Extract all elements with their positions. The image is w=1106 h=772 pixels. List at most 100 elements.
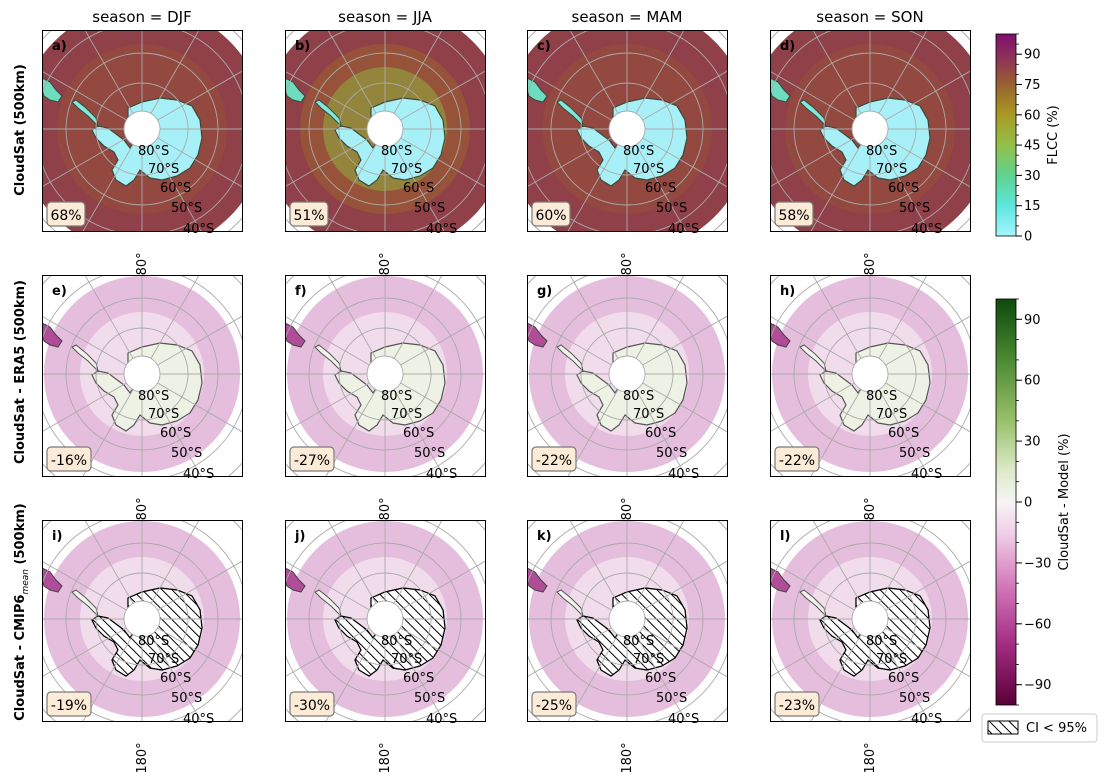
latitude-label: 80°S bbox=[866, 634, 897, 649]
meridian-line bbox=[150, 30, 200, 114]
meridian-line bbox=[84, 30, 134, 114]
latitude-label: 60°S bbox=[160, 426, 191, 441]
meridian-line bbox=[157, 560, 243, 611]
meridian-line bbox=[635, 389, 687, 477]
legend-label: CI < 95% bbox=[1026, 721, 1087, 736]
mean-value: -22% bbox=[536, 453, 572, 469]
latitude-label: 50°S bbox=[656, 446, 687, 461]
colorbar-flcc-label: FLCC (%) bbox=[1046, 105, 1061, 165]
meridian-line bbox=[567, 144, 619, 232]
meridian-line bbox=[569, 30, 619, 114]
meridian-line bbox=[642, 137, 728, 188]
mean-value: 51% bbox=[293, 208, 324, 224]
latitude-label: 80°S bbox=[866, 144, 897, 159]
mean-value-badge: 58% bbox=[774, 201, 814, 227]
mean-value-badge: -25% bbox=[531, 691, 577, 717]
column-title-son: season = SON bbox=[816, 8, 923, 26]
antarctic-peninsula bbox=[71, 589, 99, 618]
meridian-line bbox=[569, 520, 619, 604]
meridian-line bbox=[82, 144, 134, 232]
mean-value-badge: -27% bbox=[289, 446, 335, 472]
panel-frame bbox=[527, 520, 728, 722]
meridian-line bbox=[150, 275, 200, 359]
meridian-line bbox=[527, 627, 612, 678]
latitude-label: 70°S bbox=[876, 407, 907, 422]
meridian-line bbox=[393, 634, 445, 722]
colorbar-tick-label: 30 bbox=[1024, 435, 1041, 450]
latitude-label: 50°S bbox=[171, 446, 202, 461]
map-panel-b: 80°S70°S60°S50°S40°Sb)51%180° bbox=[285, 30, 486, 284]
longitude-label: 180° bbox=[863, 742, 878, 772]
row-title-cmip6: CloudSat - CMIP6mean (500km) bbox=[13, 503, 31, 720]
meridian-line bbox=[642, 560, 728, 611]
meridian-line bbox=[84, 520, 134, 604]
latitude-label: 60°S bbox=[888, 181, 919, 196]
latitude-label: 60°S bbox=[160, 181, 191, 196]
meridian-line bbox=[150, 520, 200, 604]
map-panel-k: 80°S 70°S 60°S 50°S 40°S k) -25% 180° bbox=[527, 520, 728, 772]
colorbar-tick-label: 60 bbox=[1024, 374, 1041, 389]
meridian-line bbox=[157, 315, 243, 366]
panel-letter: e) bbox=[52, 284, 67, 299]
pole-hole bbox=[367, 111, 403, 147]
panel-frame bbox=[285, 520, 486, 722]
colorbar-tick-label: −30 bbox=[1024, 556, 1051, 571]
meridian-line bbox=[327, 520, 377, 604]
meridian-line bbox=[42, 70, 127, 121]
meridian-line bbox=[400, 137, 486, 188]
meridian-line bbox=[84, 275, 134, 359]
pole-hole bbox=[124, 356, 160, 392]
latitude-label: 70°S bbox=[876, 162, 907, 177]
pole-hole bbox=[124, 111, 160, 147]
meridian-line bbox=[885, 627, 971, 678]
latitude-label: 70°S bbox=[391, 407, 422, 422]
mean-value-badge: 68% bbox=[46, 201, 86, 227]
map-panel-i: 80°S 70°S 60°S 50°S 40°S i) -19% 180° bbox=[42, 520, 243, 772]
colorbar-flcc-ticks: 0 15 30 45 60 75 90 bbox=[1016, 33, 1041, 245]
latitude-label: 70°S bbox=[148, 652, 179, 667]
meridian-line bbox=[635, 520, 685, 604]
colorbar-tick-label: 0 bbox=[1024, 496, 1032, 511]
meridian-line bbox=[42, 560, 127, 611]
panel-letter: l) bbox=[780, 529, 790, 544]
panel-frame bbox=[770, 30, 971, 232]
map-panel-g: 80°S70°S60°S50°S40°Sg)-22%180° bbox=[527, 275, 728, 529]
mean-value: -16% bbox=[51, 453, 87, 469]
meridian-line bbox=[770, 560, 855, 611]
latitude-label: 60°S bbox=[160, 671, 191, 686]
meridian-line bbox=[878, 520, 928, 604]
meridian-line bbox=[885, 137, 971, 188]
meridian-line bbox=[393, 389, 445, 477]
panel-frame bbox=[527, 275, 728, 477]
panel-frame bbox=[42, 275, 243, 477]
panel-letter: b) bbox=[295, 39, 310, 54]
meridian-line bbox=[885, 315, 971, 366]
antarctic-peninsula bbox=[314, 589, 342, 618]
antarctic-peninsula bbox=[314, 344, 342, 373]
mean-value: 58% bbox=[778, 208, 809, 224]
colorbar-tick-label: 45 bbox=[1024, 139, 1041, 154]
panel-frame bbox=[285, 275, 486, 477]
meridian-line bbox=[770, 382, 855, 433]
latitude-label: 50°S bbox=[656, 691, 687, 706]
latitude-label: 70°S bbox=[148, 162, 179, 177]
antarctic-peninsula bbox=[799, 344, 827, 373]
panel-frame bbox=[770, 520, 971, 722]
mean-value: -22% bbox=[779, 453, 815, 469]
panel-letter: i) bbox=[52, 529, 62, 544]
latitude-label: 50°S bbox=[899, 691, 930, 706]
antarctic-peninsula bbox=[799, 589, 827, 618]
meridian-line bbox=[527, 137, 612, 188]
panel-letter: g) bbox=[537, 284, 552, 299]
mean-value: 60% bbox=[535, 208, 566, 224]
mean-value-badge: -22% bbox=[531, 446, 577, 472]
meridian-line bbox=[527, 70, 612, 121]
colorbar-difference-label: CloudSat - Model (%) bbox=[1057, 433, 1072, 570]
meridian-line bbox=[327, 30, 377, 114]
meridian-line bbox=[285, 315, 370, 366]
legend-hatch-swatch bbox=[987, 720, 1019, 735]
colorbar-tick-label: −60 bbox=[1024, 617, 1051, 632]
mean-value: -27% bbox=[294, 453, 330, 469]
meridian-line bbox=[393, 520, 443, 604]
latitude-label: 80°S bbox=[138, 144, 169, 159]
